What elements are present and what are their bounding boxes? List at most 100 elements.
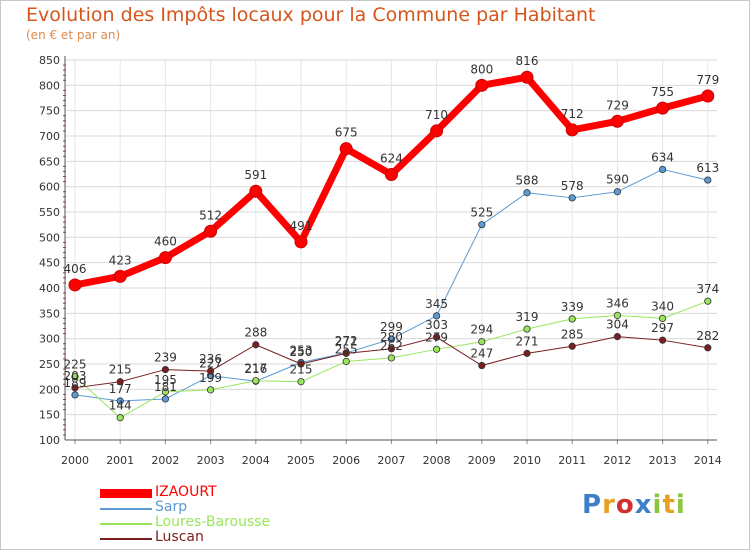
x-tick-label: 2007 bbox=[377, 454, 405, 467]
y-tick-label: 800 bbox=[39, 79, 60, 92]
data-label-izaourt: 800 bbox=[470, 62, 493, 76]
data-label-izaourt: 591 bbox=[244, 168, 267, 182]
data-label-loures-barousse: 225 bbox=[64, 358, 87, 372]
y-tick-label: 100 bbox=[39, 434, 60, 447]
data-label-luscan: 215 bbox=[109, 363, 132, 377]
data-label-izaourt: 816 bbox=[516, 54, 539, 68]
y-tick-label: 500 bbox=[39, 231, 60, 244]
data-point-luscan bbox=[207, 367, 215, 375]
proxiti-logo: Proxiti bbox=[582, 490, 686, 520]
data-point-sarp bbox=[387, 335, 395, 343]
legend-label: Luscan bbox=[155, 529, 204, 545]
y-tick-label: 450 bbox=[39, 257, 60, 270]
data-label-sarp: 299 bbox=[380, 320, 403, 334]
data-point-sarp bbox=[478, 221, 486, 229]
data-label-sarp: 590 bbox=[606, 173, 629, 187]
data-label-sarp: 181 bbox=[154, 380, 177, 394]
data-label-luscan: 271 bbox=[516, 334, 539, 348]
data-label-izaourt: 423 bbox=[109, 253, 132, 267]
y-tick-label: 300 bbox=[39, 333, 60, 346]
x-tick-label: 2006 bbox=[332, 454, 360, 467]
x-tick-label: 2014 bbox=[694, 454, 722, 467]
data-point-luscan bbox=[297, 360, 305, 368]
data-point-luscan bbox=[387, 345, 395, 353]
data-point-sarp bbox=[523, 189, 531, 197]
data-label-sarp: 253 bbox=[290, 343, 313, 357]
data-point-luscan bbox=[161, 365, 169, 374]
legend-swatch bbox=[100, 489, 152, 498]
data-label-sarp: 216 bbox=[244, 362, 267, 376]
y-tick-label: 200 bbox=[39, 383, 60, 396]
data-label-luscan: 288 bbox=[244, 326, 267, 340]
logo-letter: o bbox=[615, 490, 635, 520]
data-label-loures-barousse: 294 bbox=[470, 323, 493, 337]
legend-label: Loures-Barousse bbox=[155, 514, 271, 530]
data-point-loures-barousse bbox=[658, 314, 667, 322]
series-luscan bbox=[71, 333, 712, 392]
legend-swatch bbox=[100, 507, 152, 510]
data-point-luscan bbox=[704, 344, 712, 352]
data-label-luscan: 285 bbox=[561, 327, 584, 341]
chart-subtitle: (en € et par an) bbox=[26, 28, 121, 42]
data-label-luscan: 304 bbox=[606, 318, 629, 332]
x-tick-label: 2003 bbox=[197, 454, 225, 467]
data-point-izaourt bbox=[294, 235, 308, 249]
data-point-izaourt bbox=[68, 278, 82, 292]
data-point-loures-barousse bbox=[116, 414, 124, 422]
y-tick-label: 250 bbox=[39, 358, 60, 371]
data-label-izaourt: 712 bbox=[561, 107, 584, 121]
y-tick-label: 400 bbox=[39, 282, 60, 295]
data-point-sarp bbox=[568, 194, 576, 202]
data-point-luscan bbox=[71, 384, 79, 392]
x-tick-label: 2004 bbox=[242, 454, 270, 467]
data-label-sarp: 588 bbox=[516, 174, 539, 188]
data-point-luscan bbox=[658, 336, 667, 344]
data-label-izaourt: 491 bbox=[290, 219, 313, 233]
data-label-luscan: 247 bbox=[470, 347, 493, 361]
data-point-izaourt bbox=[430, 124, 444, 138]
y-tick-label: 150 bbox=[39, 409, 60, 422]
data-label-sarp: 227 bbox=[199, 357, 222, 371]
data-label-loures-barousse: 374 bbox=[696, 282, 719, 296]
data-point-izaourt bbox=[610, 114, 624, 128]
data-label-luscan: 282 bbox=[696, 329, 719, 343]
x-tick-label: 2000 bbox=[61, 454, 89, 467]
data-point-izaourt bbox=[565, 123, 579, 137]
data-label-izaourt: 755 bbox=[651, 85, 674, 99]
data-label-izaourt: 460 bbox=[154, 235, 177, 249]
data-point-loures-barousse bbox=[297, 378, 305, 386]
y-tick-label: 550 bbox=[39, 206, 60, 219]
data-label-izaourt: 729 bbox=[606, 98, 629, 112]
data-label-sarp: 613 bbox=[696, 161, 719, 175]
data-point-loures-barousse bbox=[432, 345, 441, 353]
legend-swatch bbox=[100, 537, 152, 540]
data-point-izaourt bbox=[158, 251, 172, 265]
data-point-sarp bbox=[432, 312, 441, 320]
data-label-loures-barousse: 262 bbox=[380, 339, 403, 353]
data-label-luscan: 303 bbox=[425, 318, 448, 332]
data-label-izaourt: 710 bbox=[425, 108, 448, 122]
data-label-sarp: 189 bbox=[64, 376, 87, 390]
data-point-sarp bbox=[116, 397, 124, 405]
data-point-loures-barousse bbox=[207, 386, 215, 394]
data-label-luscan: 236 bbox=[199, 352, 222, 366]
series-loures-barousse bbox=[71, 297, 712, 422]
y-tick-label: 650 bbox=[39, 155, 60, 168]
logo-letter: i bbox=[675, 490, 686, 520]
data-label-izaourt: 675 bbox=[335, 126, 358, 140]
data-label-sarp: 345 bbox=[425, 297, 448, 311]
data-label-sarp: 272 bbox=[335, 334, 358, 348]
data-label-loures-barousse: 339 bbox=[561, 300, 584, 314]
data-label-luscan: 250 bbox=[290, 345, 313, 359]
data-label-sarp: 634 bbox=[651, 150, 674, 164]
data-label-loures-barousse: 279 bbox=[425, 330, 448, 344]
logo-letter: r bbox=[602, 490, 616, 520]
legend-label: Sarp bbox=[155, 499, 188, 515]
data-label-luscan: 271 bbox=[335, 334, 358, 348]
data-point-loures-barousse bbox=[478, 338, 486, 346]
data-point-izaourt bbox=[339, 142, 353, 156]
logo-letter: P bbox=[582, 490, 603, 520]
x-tick-label: 2008 bbox=[423, 454, 451, 467]
data-label-loures-barousse: 199 bbox=[199, 371, 222, 385]
